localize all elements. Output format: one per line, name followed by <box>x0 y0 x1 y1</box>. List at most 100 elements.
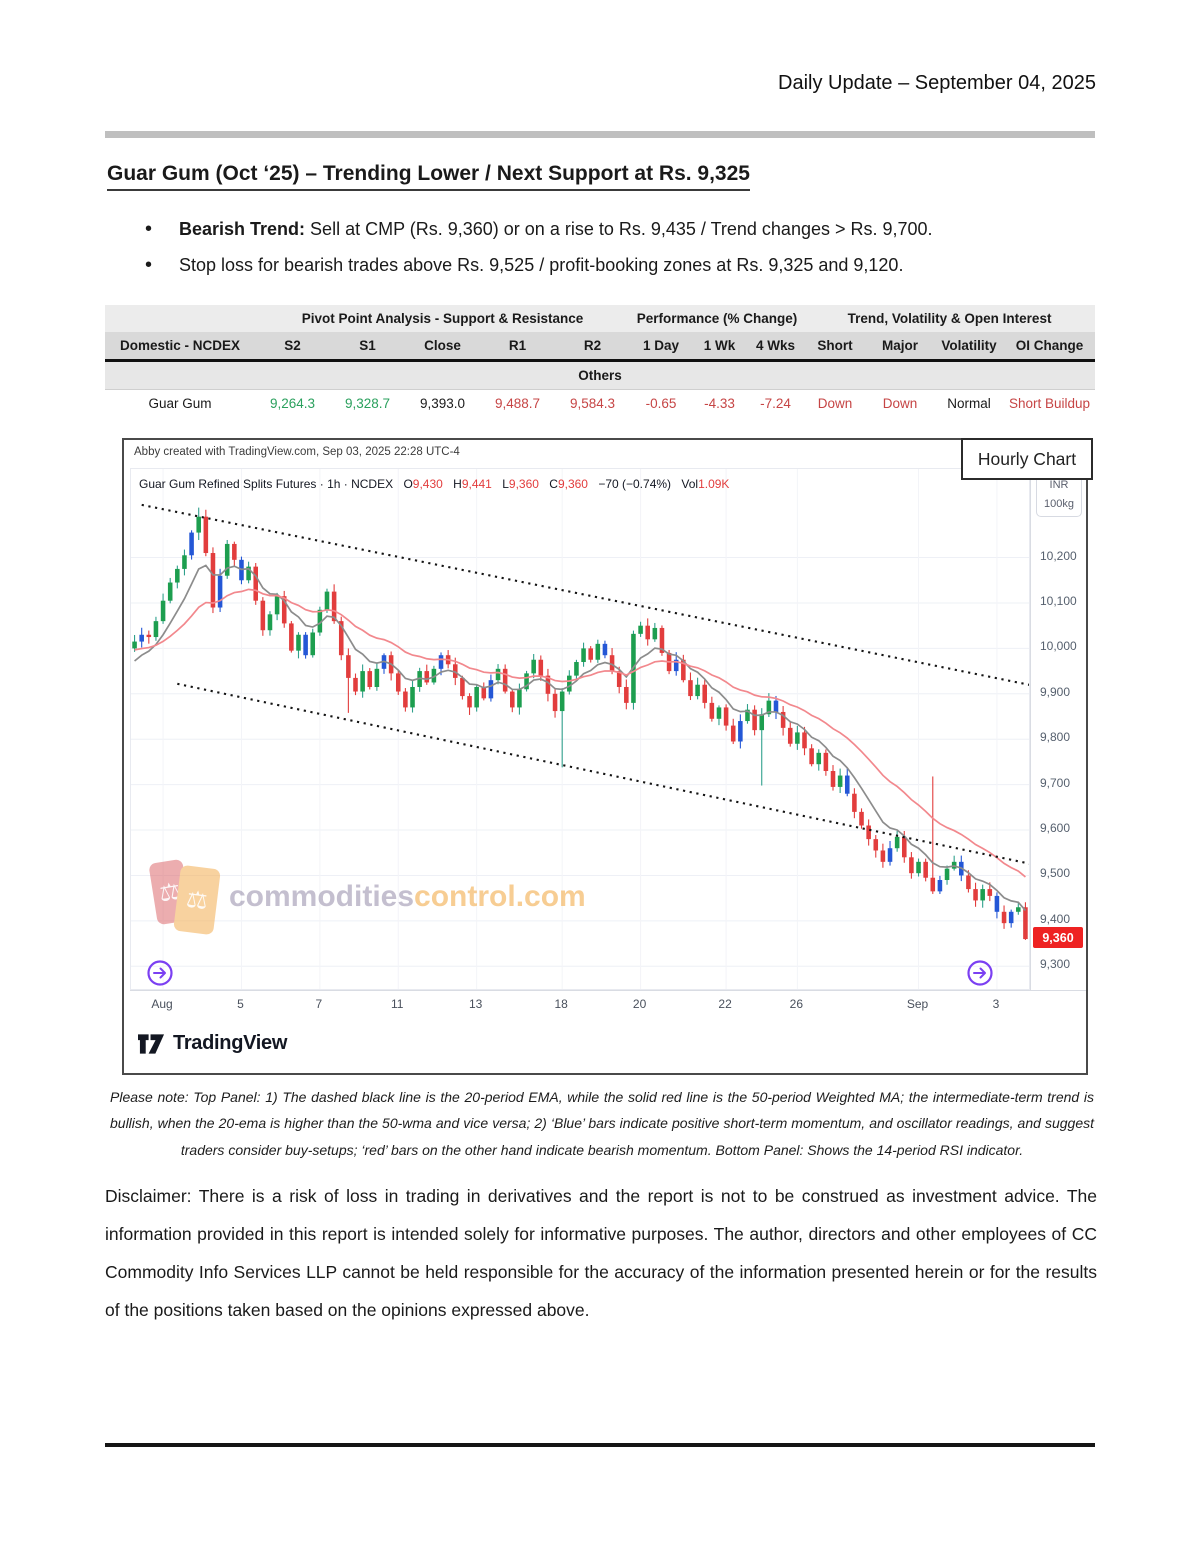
bullet-stop-loss: Stop loss for bearish trades above Rs. 9… <box>145 252 1075 278</box>
chart-footnote: Please note: Top Panel: 1) The dashed bl… <box>110 1089 1094 1158</box>
symbol-legend[interactable]: Guar Gum Refined Splits Futures · 1h · N… <box>139 477 729 491</box>
candle-body <box>289 623 294 651</box>
close-value: 9,360 <box>557 477 588 491</box>
time-tick-label: Sep <box>906 997 929 1011</box>
candle-body <box>916 861 921 874</box>
open-label: O <box>403 477 413 491</box>
candle-body <box>210 553 216 608</box>
candle-body <box>844 775 850 794</box>
candle-body <box>702 684 708 703</box>
candle-body <box>773 700 779 712</box>
col-s2: S2 <box>255 332 330 362</box>
unit-currency: INR <box>1049 479 1069 491</box>
candle-body <box>367 671 373 687</box>
candle-body <box>966 875 971 890</box>
candle-body <box>217 575 223 608</box>
tradingview-mark-icon <box>138 1033 165 1054</box>
candle-body <box>866 825 871 840</box>
candle-body <box>816 752 822 765</box>
col-major: Major <box>866 332 935 362</box>
cell-1wk: -4.33 <box>692 389 748 417</box>
candle-body <box>153 621 159 638</box>
candle-body <box>296 634 301 651</box>
go-to-realtime-button-left[interactable] <box>147 960 173 986</box>
trendline-dashed <box>141 503 1029 686</box>
candle-body <box>595 643 601 660</box>
candle-body <box>588 648 593 660</box>
price-axis[interactable]: INR 100kg 9,360 10,200 10,100 10,000 9,900 9… <box>1030 468 1085 990</box>
time-tick-label: 13 <box>468 997 483 1011</box>
candle-body <box>281 596 287 624</box>
candle-body <box>973 889 978 901</box>
candle-body <box>759 714 765 731</box>
candle-body <box>175 568 180 583</box>
candle-body <box>481 686 487 699</box>
unit-weight: 100kg <box>1044 497 1074 510</box>
candle-body <box>538 659 544 676</box>
volume-label: Vol <box>681 477 699 491</box>
candle-body <box>894 836 900 849</box>
page-header-date: Daily Update – September 04, 2025 <box>778 72 1096 94</box>
price-tick-label: 9,600 <box>1040 821 1071 836</box>
candle-body <box>638 625 643 634</box>
time-tick-label: Aug <box>151 997 173 1011</box>
candle-body <box>452 664 458 678</box>
col-r2: R2 <box>555 332 631 362</box>
bullet-text: Sell at CMP (Rs. 9,360) or on a rise to … <box>305 219 933 239</box>
candle-body <box>253 566 259 601</box>
col-4wks: 4 Wks <box>747 332 805 362</box>
candle-body <box>189 532 194 556</box>
time-tick-label: 22 <box>718 997 732 1011</box>
time-tick-label: 20 <box>632 997 647 1011</box>
candle-body <box>559 691 565 712</box>
candle-body <box>317 609 323 633</box>
candle-body <box>196 516 201 533</box>
table-row: Guar Gum 9,264.3 9,328.7 9,393.0 9,488.7… <box>105 389 1096 417</box>
time-axis[interactable]: Aug 5 7 11 13 18 20 22 26 Sep 3 <box>130 990 1086 1017</box>
candle-body <box>859 811 864 826</box>
candle-body <box>909 857 914 874</box>
candle-body <box>873 839 879 851</box>
candle-body <box>795 732 800 744</box>
cell-name: Guar Gum <box>105 389 255 417</box>
candle-body <box>510 691 515 708</box>
time-tick-label: 7 <box>315 997 323 1011</box>
low-value: 9,360 <box>508 477 539 491</box>
candle-body <box>246 566 251 581</box>
candle-body <box>752 709 757 731</box>
candle-body <box>474 686 479 708</box>
change-value: −70 (−0.74%) <box>598 477 672 491</box>
candle-body <box>1023 907 1028 940</box>
candle-body <box>994 895 1000 912</box>
candle-body <box>830 771 836 787</box>
candle-body <box>609 655 615 672</box>
go-to-realtime-button-right[interactable] <box>967 960 993 986</box>
candle-body <box>709 702 715 719</box>
section-title: Guar Gum (Oct ‘25) – Trending Lower / Ne… <box>107 162 750 191</box>
time-tick-label: 26 <box>789 997 804 1011</box>
candle-body <box>730 725 736 742</box>
candle-body <box>374 668 380 687</box>
high-value: 9,441 <box>461 477 492 491</box>
candle-body <box>652 627 658 640</box>
price-tick-label: 9,900 <box>1040 684 1071 699</box>
table-column-header-row: Domestic - NCDEX S2 S1 Close R1 R2 1 Day… <box>105 332 1096 362</box>
candle-body <box>267 614 273 631</box>
group-header-performance: Performance (% Change) <box>630 305 805 332</box>
candle-body <box>688 680 693 697</box>
cell-r2: 9,584.3 <box>555 389 631 417</box>
candle-body <box>923 861 928 878</box>
table-section-row: Others <box>105 360 1096 390</box>
price-tick-label: 10,200 <box>1040 548 1077 563</box>
candle-body <box>681 659 686 681</box>
candle-body <box>602 643 608 656</box>
candle-body <box>944 868 950 881</box>
candle-body <box>852 793 857 812</box>
table-group-header-row: Pivot Point Analysis - Support & Resista… <box>105 305 1096 332</box>
candle-body <box>809 748 814 765</box>
bullet-lead: Bearish Trend: <box>179 219 306 239</box>
high-label: H <box>453 477 462 491</box>
group-header-trend: Trend, Volatility & Open Interest <box>804 305 1096 332</box>
hourly-chart-label: Hourly Chart <box>961 438 1093 480</box>
bullet-bearish-trend: Bearish Trend: Sell at CMP (Rs. 9,360) o… <box>145 216 1075 242</box>
